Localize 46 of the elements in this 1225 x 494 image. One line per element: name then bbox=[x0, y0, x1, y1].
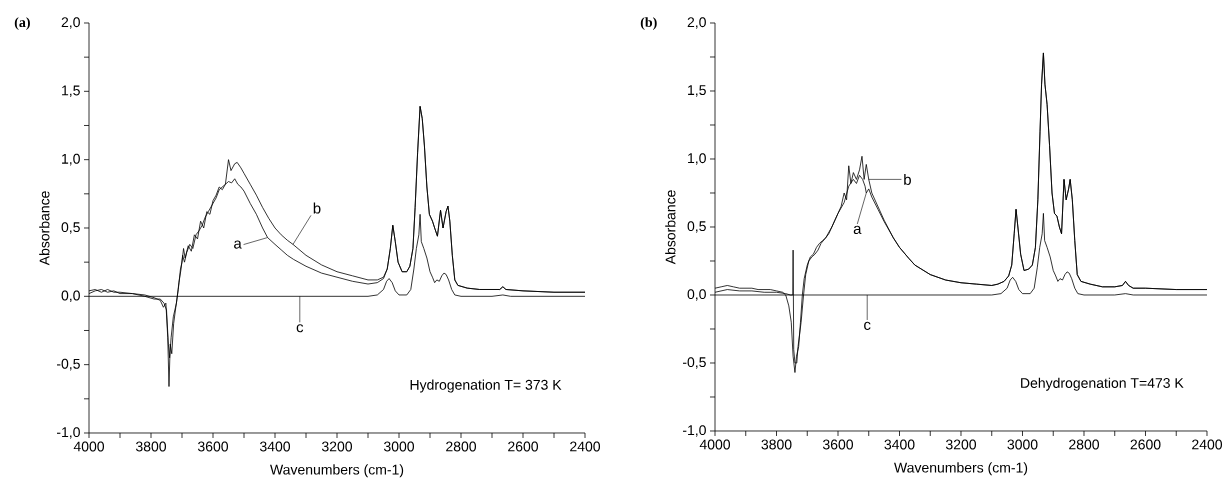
y-tick-label: 2,0 bbox=[687, 17, 706, 29]
x-tick-label: 3600 bbox=[822, 439, 854, 450]
x-tick-label: 2400 bbox=[570, 441, 601, 452]
y-tick-label: 1,5 bbox=[688, 85, 706, 97]
x-tick-label: 3400 bbox=[259, 441, 291, 452]
y-axis-title: Absorbance bbox=[39, 191, 50, 266]
y-axis-title: Absorbance bbox=[665, 190, 676, 265]
x-tick-label: 2800 bbox=[446, 441, 477, 452]
x-tick-label: 3400 bbox=[884, 439, 915, 450]
x-tick-label: 2400 bbox=[1192, 439, 1223, 450]
x-tick-label: 3800 bbox=[135, 441, 167, 452]
y-tick-label: 1,5 bbox=[62, 85, 80, 98]
x-tick-label: 3000 bbox=[383, 441, 415, 452]
x-tick-label: 2800 bbox=[1069, 439, 1100, 450]
annotation: a bbox=[853, 225, 862, 234]
annotation: b bbox=[313, 202, 321, 214]
y-tick-label: 0,0 bbox=[61, 290, 80, 303]
x-tick-label: 3600 bbox=[197, 441, 229, 452]
x-tick-label: 4000 bbox=[699, 439, 731, 450]
annotation: a bbox=[234, 240, 242, 249]
x-tick-label: 4000 bbox=[73, 441, 105, 452]
y-tick-label: -0,5 bbox=[56, 358, 80, 371]
annotation: b bbox=[904, 173, 911, 185]
annotation: c bbox=[864, 321, 871, 330]
y-tick-label: -1,0 bbox=[682, 425, 706, 437]
x-tick-label: 3000 bbox=[1007, 439, 1038, 450]
annotation: Dehydrogenation T=473 K bbox=[1021, 377, 1184, 391]
y-tick-label: -0,5 bbox=[682, 357, 706, 369]
y-tick-label: -1,0 bbox=[56, 427, 80, 439]
y-tick-label: 1,0 bbox=[62, 153, 80, 166]
chart-title: (a) bbox=[14, 17, 30, 30]
x-tick-label: 3200 bbox=[945, 439, 977, 450]
y-tick-label: 0,0 bbox=[687, 289, 706, 301]
x-tick-label: 3200 bbox=[321, 441, 353, 452]
annotation: c bbox=[296, 324, 304, 333]
y-tick-label: 0,5 bbox=[687, 221, 706, 233]
x-axis-title: Wavenumbers (cm-1) bbox=[894, 462, 1028, 476]
annotation: Hydrogenation T= 373 K bbox=[410, 379, 562, 393]
chart-title: (b) bbox=[640, 17, 657, 30]
y-tick-label: 1,0 bbox=[688, 153, 706, 165]
y-tick-label: 2,0 bbox=[61, 17, 80, 29]
y-tick-label: 0,5 bbox=[61, 222, 80, 234]
x-tick-label: 2600 bbox=[1130, 439, 1161, 450]
x-tick-label: 2600 bbox=[508, 441, 539, 452]
x-axis-title: Wavenumbers (cm-1) bbox=[270, 464, 404, 478]
x-tick-label: 3800 bbox=[761, 439, 792, 450]
